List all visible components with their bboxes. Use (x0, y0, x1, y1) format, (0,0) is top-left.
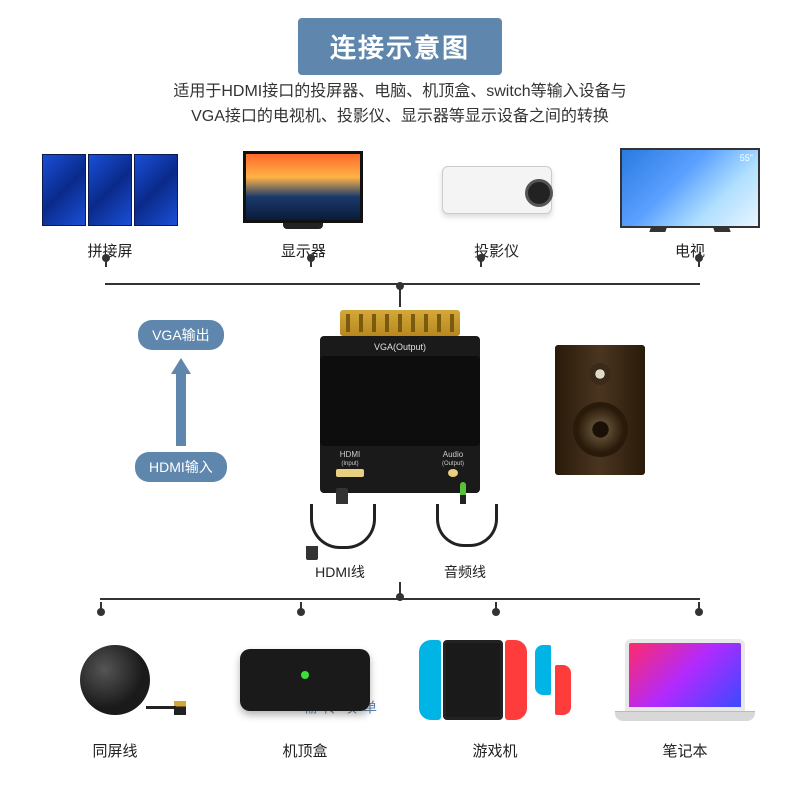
hdmi-cable-label: HDMI线 (315, 562, 365, 582)
audio-cable-icon (430, 488, 500, 558)
videowall-icon (42, 154, 178, 226)
tv-size-tag: 55" (740, 153, 753, 163)
title-badge: 连接示意图 (298, 18, 502, 75)
monitor-label: 显示器 (281, 240, 326, 261)
input-devices-row: 同屏线 机顶盒 游戏机 笔记本 (40, 630, 760, 761)
gameconsole-label: 游戏机 (472, 740, 517, 761)
device-videowall: 拼接屏 (40, 150, 180, 261)
input-bracket (100, 598, 700, 618)
input-bracket-stem (399, 582, 401, 598)
laptop-icon (615, 639, 755, 721)
hdmi-port-label: HDMI (Input) (336, 450, 364, 477)
monitor-icon (243, 151, 363, 223)
audio-cable-label: 音频线 (444, 562, 486, 582)
tv-icon: 55" (620, 148, 760, 228)
device-laptop: 笔记本 (610, 630, 760, 761)
vga-output-pill: VGA输出 (138, 320, 224, 350)
device-projector: 投影仪 (427, 150, 567, 261)
up-arrow-icon (171, 358, 191, 374)
projector-icon (442, 166, 552, 214)
output-devices-row: 拼接屏 显示器 投影仪 55" 电视 (40, 150, 760, 261)
audio-port-label: Audio (Output) (442, 450, 464, 477)
gameconsole-icon (419, 640, 571, 720)
direction-labels: VGA输出 单项传输 HDMI输入 (135, 320, 227, 482)
hdmi-cable-col: HDMI线 (300, 488, 380, 582)
device-monitor: 显示器 (233, 150, 373, 261)
device-tv: 55" 电视 (620, 150, 760, 261)
cables-row: HDMI线 音频线 (300, 488, 580, 582)
device-cast: 同屏线 (40, 630, 190, 761)
audio-cable-col: 音频线 (430, 488, 500, 582)
vga-connector-icon (340, 310, 460, 336)
device-gameconsole: 游戏机 (420, 630, 570, 761)
speaker-icon (555, 345, 645, 475)
settopbox-label: 机顶盒 (282, 740, 327, 761)
up-arrow-stem: 单项传输 (176, 374, 186, 446)
adapter-body: VGA(Output) HDMI (Input) Audio (Output) (320, 336, 480, 493)
settopbox-icon (240, 649, 370, 711)
adapter-device: VGA(Output) HDMI (Input) Audio (Output) (320, 310, 480, 493)
laptop-label: 笔记本 (662, 740, 707, 761)
device-settopbox: 机顶盒 (230, 630, 380, 761)
cast-dongle-icon (80, 645, 150, 715)
hdmi-cable-icon (300, 488, 380, 558)
hdmi-input-pill: HDMI输入 (135, 452, 227, 482)
vga-output-text: VGA(Output) (328, 342, 472, 352)
subtitle: 适用于HDMI接口的投屏器、电脑、机顶盒、switch等输入设备与 VGA接口的… (80, 80, 720, 130)
subtitle-line2: VGA接口的电视机、投影仪、显示器等显示设备之间的转换 (80, 105, 720, 130)
output-bracket-stem (399, 285, 401, 307)
subtitle-line1: 适用于HDMI接口的投屏器、电脑、机顶盒、switch等输入设备与 (80, 80, 720, 105)
cast-label: 同屏线 (92, 740, 137, 761)
